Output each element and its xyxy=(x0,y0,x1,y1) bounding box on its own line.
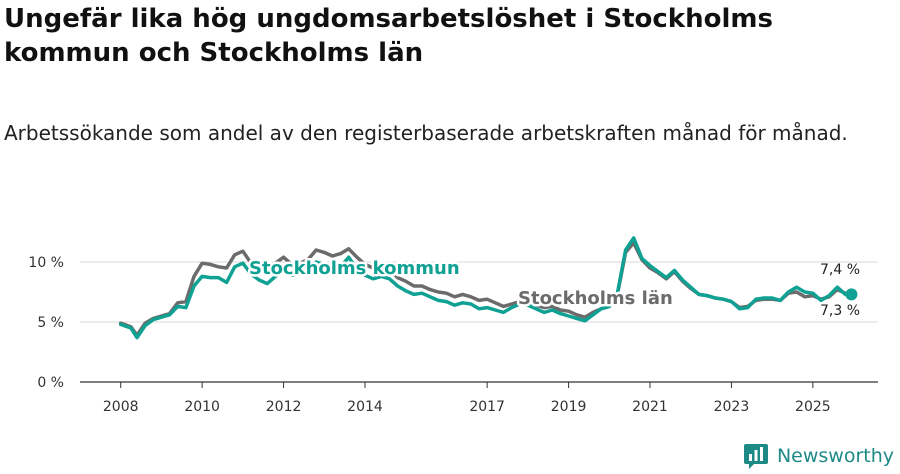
x-tick-label: 2019 xyxy=(551,399,587,415)
x-tick-label: 2023 xyxy=(714,399,750,415)
series-label-stockholms-kommun-halo: Stockholms kommun xyxy=(249,258,460,279)
x-tick-label: 2012 xyxy=(266,399,302,415)
x-tick-label: 2025 xyxy=(795,399,831,415)
series-label-stockholms-lan-text: Stockholms län xyxy=(518,288,673,309)
series-line-stockholms-kommun xyxy=(118,236,848,340)
y-tick-label: 5 % xyxy=(37,315,64,331)
last-value-stockholms-lan: 7,4 % xyxy=(820,262,860,278)
axis-layer: 0 % 5 % 10 % 2008 2010 2012 2014 2017 2019 2021 20… xyxy=(28,255,878,415)
series-layer xyxy=(118,236,858,340)
x-tick-label: 2021 xyxy=(632,399,668,415)
chart-title: Ungefär lika hög ungdomsarbetslöshet i S… xyxy=(4,4,773,68)
x-tick-label: 2010 xyxy=(184,399,220,415)
chart-subtitle: Arbetssökande som andel av den registerb… xyxy=(4,121,848,145)
grid-layer xyxy=(80,261,878,323)
series-label-stockholms-kommun-text: Stockholms kommun xyxy=(249,258,460,279)
y-tick-label: 10 % xyxy=(28,255,64,271)
x-tick-label: 2008 xyxy=(103,399,139,415)
last-value-stockholms-kommun: 7,3 % xyxy=(820,303,860,319)
series-line-stockholms-lan xyxy=(118,241,848,337)
y-tick-label: 0 % xyxy=(37,375,64,391)
series-endpoint-marker xyxy=(845,288,858,301)
brand-name: Newsworthy xyxy=(776,445,894,467)
brand-logo: Newsworthy xyxy=(743,442,894,470)
series-label-stockholms-lan-halo: Stockholms län xyxy=(518,288,673,309)
x-tick-label: 2017 xyxy=(469,399,505,415)
newsworthy-logo-icon xyxy=(743,444,768,469)
x-tick-label: 2014 xyxy=(347,399,383,415)
